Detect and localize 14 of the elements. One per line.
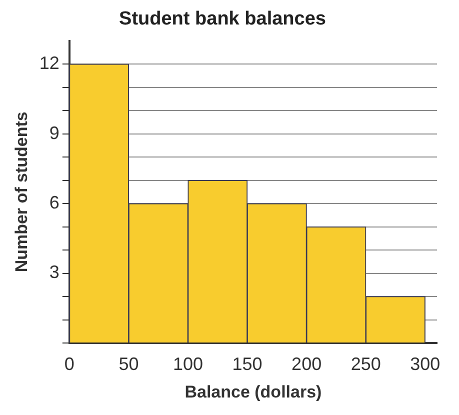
y-tick-label: 6 (49, 192, 60, 212)
y-axis-title: Number of students (12, 112, 31, 272)
x-tick-label: 250 (350, 354, 381, 374)
x-tick-label: 50 (118, 354, 139, 374)
x-tick-label: 150 (232, 354, 262, 374)
x-tick-label: 100 (172, 354, 204, 374)
y-tick-label: 3 (49, 262, 60, 282)
x-axis-title: Balance (dollars) (184, 382, 322, 402)
chart-title: Student bank balances (119, 8, 326, 30)
x-tick-label: 0 (64, 354, 74, 374)
y-tick-label: 9 (49, 122, 60, 143)
y-tick-label: 12 (39, 53, 60, 74)
x-tick-label: 300 (410, 354, 440, 374)
x-tick-label: 200 (292, 354, 322, 374)
